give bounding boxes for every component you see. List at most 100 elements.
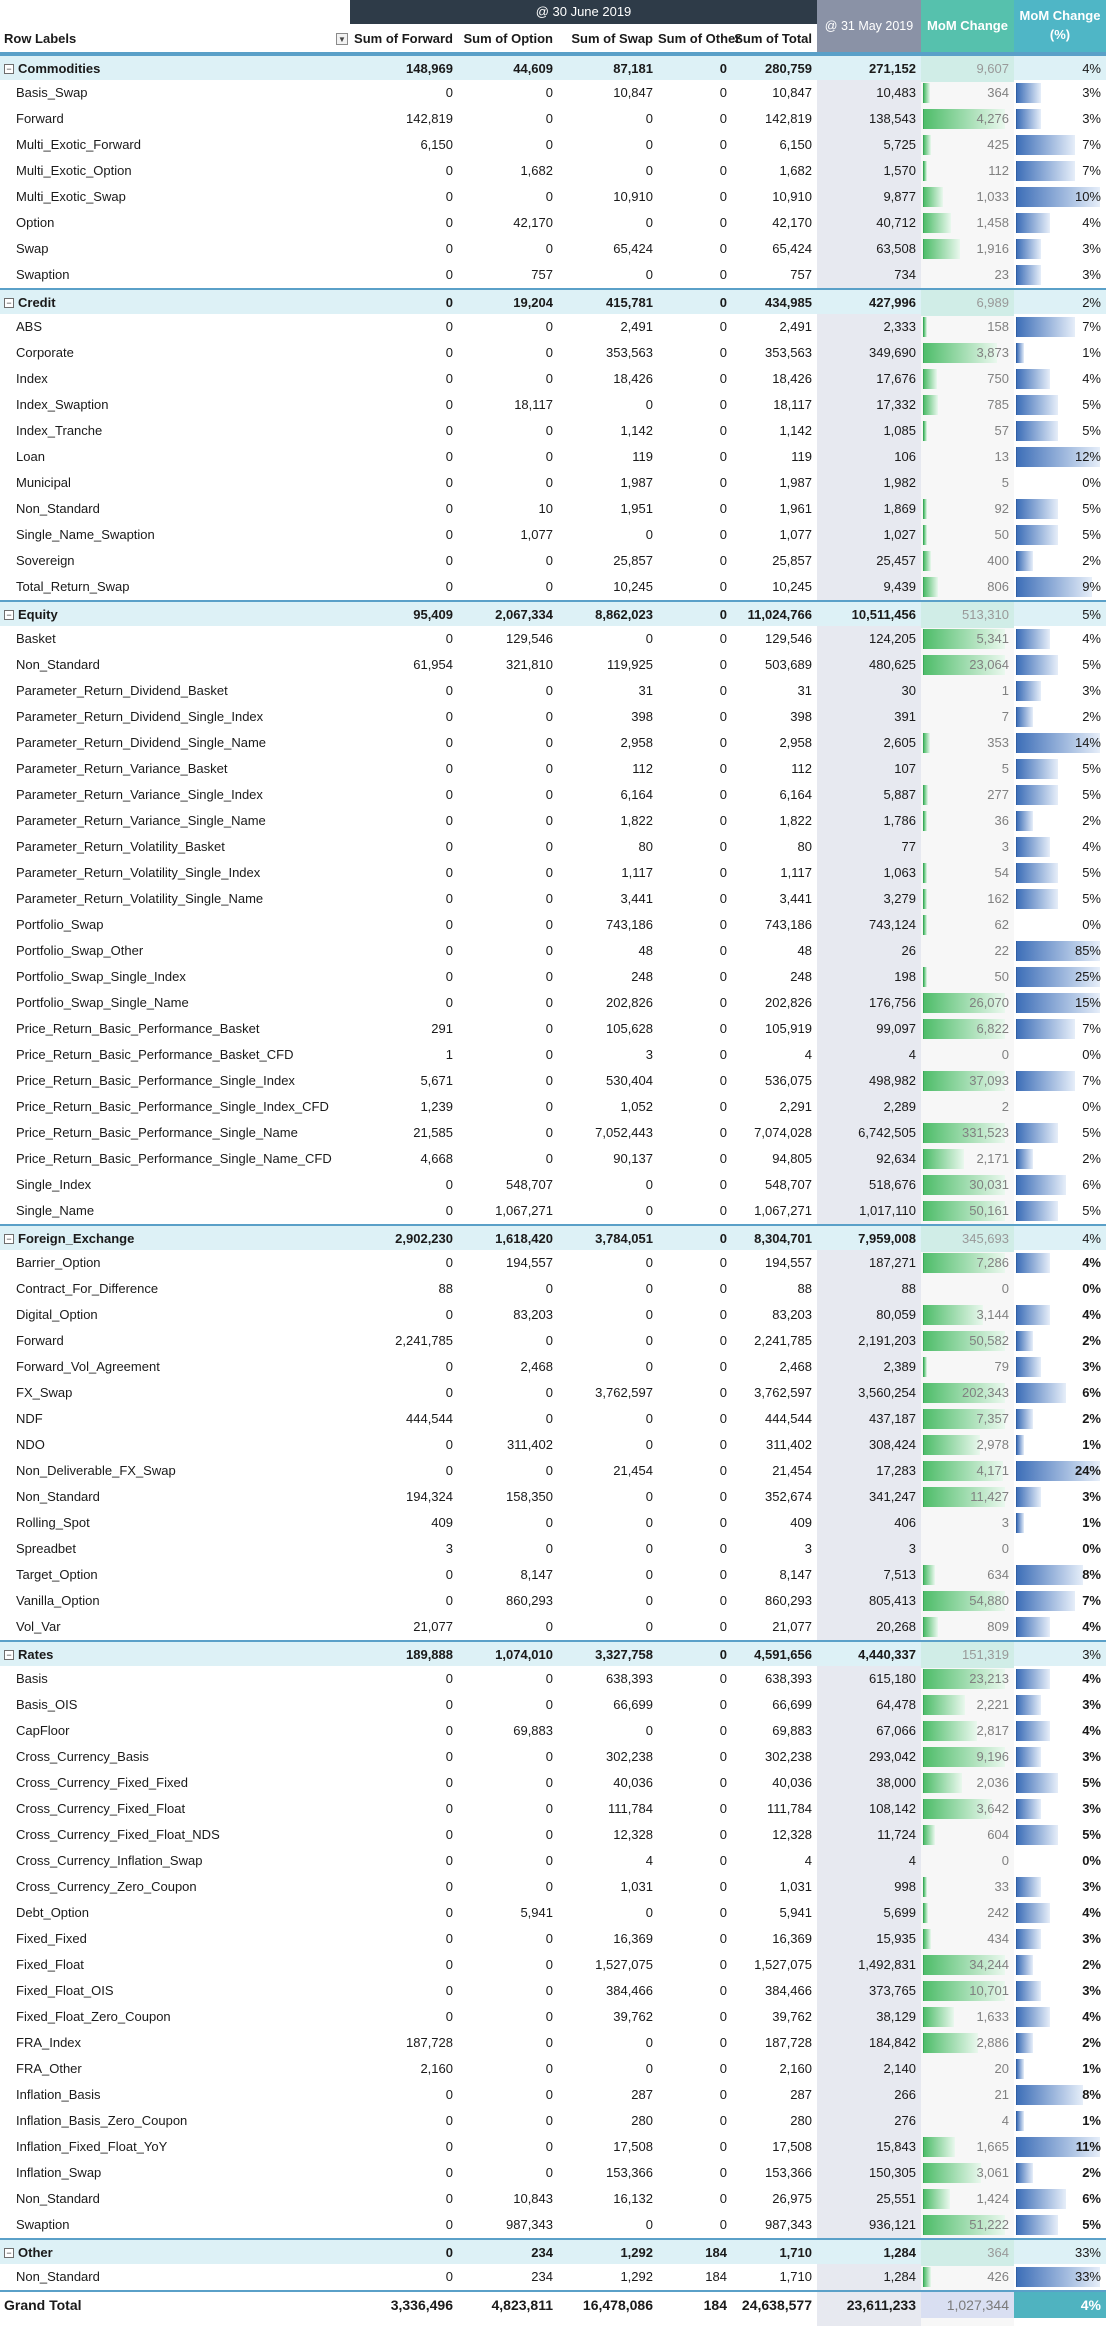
table-row[interactable]: Single_Index 0 548,707 0 0 548,707 518,676 30,0… — [0, 1172, 1106, 1198]
table-row[interactable]: Cross_Currency_Fixed_Float 0 0 111,784 0 111,… — [0, 1796, 1106, 1822]
table-row[interactable]: Forward 142,819 0 0 0 142,819 138,543 4,276 3% — [0, 106, 1106, 132]
group-row[interactable]: − Credit 0 19,204 415,781 0 434,985 427,996 6,98… — [0, 288, 1106, 316]
table-row[interactable]: NDO 0 311,402 0 0 311,402 308,424 2,978 1% — [0, 1432, 1106, 1458]
table-row[interactable]: Portfolio_Swap_Other 0 0 48 0 48 26 22 85% — [0, 938, 1106, 964]
table-row[interactable]: Swaption 0 757 0 0 757 734 23 3% — [0, 262, 1106, 288]
table-row[interactable]: Fixed_Float_OIS 0 0 384,466 0 384,466 373,765 1… — [0, 1978, 1106, 2004]
minus-box-icon[interactable]: − — [4, 1234, 14, 1244]
table-row[interactable]: Basis_Swap 0 0 10,847 0 10,847 10,483 364 3% — [0, 80, 1106, 106]
table-row[interactable]: ABS 0 0 2,491 0 2,491 2,333 158 7% — [0, 314, 1106, 340]
table-row[interactable]: Non_Deliverable_FX_Swap 0 0 21,454 0 21,454 17… — [0, 1458, 1106, 1484]
table-row[interactable]: Parameter_Return_Volatility_Basket 0 0 80 0 8… — [0, 834, 1106, 860]
table-row[interactable]: Cross_Currency_Zero_Coupon 0 0 1,031 0 1,031 9… — [0, 1874, 1106, 1900]
table-row[interactable]: Spreadbet 3 0 0 0 3 3 0 0% — [0, 1536, 1106, 1562]
table-row[interactable]: Sovereign 0 0 25,857 0 25,857 25,457 400 2% — [0, 548, 1106, 574]
col-sum-other[interactable]: Sum of Other — [658, 31, 741, 46]
minus-box-icon[interactable]: − — [4, 2248, 14, 2258]
table-row[interactable]: Price_Return_Basic_Performance_Single_In… — [0, 1068, 1106, 1094]
table-row[interactable]: Price_Return_Basic_Performance_Single_In… — [0, 1094, 1106, 1120]
table-row[interactable]: Portfolio_Swap 0 0 743,186 0 743,186 743,124 62… — [0, 912, 1106, 938]
table-row[interactable]: Cross_Currency_Fixed_Float_NDS 0 0 12,328 0 1… — [0, 1822, 1106, 1848]
may-header[interactable]: @ 31 May 2019 — [817, 0, 921, 52]
table-row[interactable]: Portfolio_Swap_Single_Name 0 0 202,826 0 202,… — [0, 990, 1106, 1016]
minus-box-icon[interactable]: − — [4, 64, 14, 74]
table-row[interactable]: Swap 0 0 65,424 0 65,424 63,508 1,916 3% — [0, 236, 1106, 262]
table-row[interactable]: Basket 0 129,546 0 0 129,546 124,205 5,341 4% — [0, 626, 1106, 652]
mom-change-pct-header[interactable]: MoM Change (%) — [1014, 0, 1106, 52]
table-row[interactable]: Municipal 0 0 1,987 0 1,987 1,982 5 0% — [0, 470, 1106, 496]
table-row[interactable]: Price_Return_Basic_Performance_Basket_CF… — [0, 1042, 1106, 1068]
table-row[interactable]: Digital_Option 0 83,203 0 0 83,203 80,059 3,144… — [0, 1302, 1106, 1328]
table-row[interactable]: FRA_Other 2,160 0 0 0 2,160 2,140 20 1% — [0, 2056, 1106, 2082]
table-row[interactable]: Price_Return_Basic_Performance_Basket 291… — [0, 1016, 1106, 1042]
table-row[interactable]: FX_Swap 0 0 3,762,597 0 3,762,597 3,560,254 202… — [0, 1380, 1106, 1406]
table-row[interactable]: Parameter_Return_Volatility_Single_Name 0… — [0, 886, 1106, 912]
grand-total-row[interactable]: Grand Total 3,336,496 4,823,811 16,478,086 1… — [0, 2290, 1106, 2318]
group-row[interactable]: − Other 0 234 1,292 184 1,710 1,284 364 33% — [0, 2238, 1106, 2266]
table-row[interactable]: Parameter_Return_Dividend_Single_Index 0 0… — [0, 704, 1106, 730]
table-row[interactable]: Target_Option 0 8,147 0 0 8,147 7,513 634 8% — [0, 1562, 1106, 1588]
group-row[interactable]: − Commodities 148,969 44,609 87,181 0 280,759 2… — [0, 54, 1106, 82]
minus-box-icon[interactable]: − — [4, 298, 14, 308]
group-row[interactable]: − Rates 189,888 1,074,010 3,327,758 0 4,591,65… — [0, 1640, 1106, 1668]
col-sum-total[interactable]: Sum of Total — [734, 31, 812, 46]
table-row[interactable]: Inflation_Swap 0 0 153,366 0 153,366 150,305 3,… — [0, 2160, 1106, 2186]
table-row[interactable]: Multi_Exotic_Option 0 1,682 0 0 1,682 1,570 112… — [0, 158, 1106, 184]
col-sum-option[interactable]: Sum of Option — [463, 31, 553, 46]
table-row[interactable]: Rolling_Spot 409 0 0 0 409 406 3 1% — [0, 1510, 1106, 1536]
table-row[interactable]: Index_Swaption 0 18,117 0 0 18,117 17,332 785 5% — [0, 392, 1106, 418]
table-row[interactable]: Price_Return_Basic_Performance_Single_Na… — [0, 1146, 1106, 1172]
table-row[interactable]: Inflation_Fixed_Float_YoY 0 0 17,508 0 17,508… — [0, 2134, 1106, 2160]
table-row[interactable]: Contract_For_Difference 88 0 0 0 88 88 0 0% — [0, 1276, 1106, 1302]
table-row[interactable]: Single_Name_Swaption 0 1,077 0 0 1,077 1,027 50… — [0, 522, 1106, 548]
minus-box-icon[interactable]: − — [4, 610, 14, 620]
table-row[interactable]: Total_Return_Swap 0 0 10,245 0 10,245 9,439 806… — [0, 574, 1106, 600]
table-row[interactable]: Multi_Exotic_Forward 6,150 0 0 0 6,150 5,725 42… — [0, 132, 1106, 158]
table-row[interactable]: Barrier_Option 0 194,557 0 0 194,557 187,271 7,… — [0, 1250, 1106, 1276]
table-row[interactable]: Basis 0 0 638,393 0 638,393 615,180 23,213 4% — [0, 1666, 1106, 1692]
table-row[interactable]: Vanilla_Option 0 860,293 0 0 860,293 805,413 54… — [0, 1588, 1106, 1614]
table-row[interactable]: Non_Standard 0 10 1,951 0 1,961 1,869 92 5% — [0, 496, 1106, 522]
group-row[interactable]: − Equity 95,409 2,067,334 8,862,023 0 11,024,7… — [0, 600, 1106, 628]
table-row[interactable]: FRA_Index 187,728 0 0 0 187,728 184,842 2,886 2% — [0, 2030, 1106, 2056]
table-row[interactable]: Fixed_Float 0 0 1,527,075 0 1,527,075 1,492,83… — [0, 1952, 1106, 1978]
table-row[interactable]: Parameter_Return_Variance_Single_Name 0 0 1… — [0, 808, 1106, 834]
mom-change-header[interactable]: MoM Change — [921, 0, 1014, 52]
table-row[interactable]: Forward 2,241,785 0 0 0 2,241,785 2,191,203 50,… — [0, 1328, 1106, 1354]
table-row[interactable]: Parameter_Return_Variance_Single_Index 0 0… — [0, 782, 1106, 808]
table-row[interactable]: Non_Standard 61,954 321,810 119,925 0 503,689… — [0, 652, 1106, 678]
col-sum-swap[interactable]: Sum of Swap — [571, 31, 653, 46]
table-row[interactable]: CapFloor 0 69,883 0 0 69,883 67,066 2,817 4% — [0, 1718, 1106, 1744]
table-row[interactable]: Vol_Var 21,077 0 0 0 21,077 20,268 809 4% — [0, 1614, 1106, 1640]
table-row[interactable]: Parameter_Return_Dividend_Basket 0 0 31 0 31 3… — [0, 678, 1106, 704]
table-row[interactable]: Non_Standard 194,324 158,350 0 0 352,674 341,2… — [0, 1484, 1106, 1510]
table-row[interactable]: Parameter_Return_Dividend_Single_Name 0 0 2… — [0, 730, 1106, 756]
table-row[interactable]: Inflation_Basis 0 0 287 0 287 266 21 8% — [0, 2082, 1106, 2108]
table-row[interactable]: Price_Return_Basic_Performance_Single_Na… — [0, 1120, 1106, 1146]
row-labels-header[interactable]: Row Labels — [4, 31, 77, 46]
table-row[interactable]: Portfolio_Swap_Single_Index 0 0 248 0 248 198 5… — [0, 964, 1106, 990]
group-label[interactable]: − Equity — [0, 602, 350, 628]
table-row[interactable]: Option 0 42,170 0 0 42,170 40,712 1,458 4% — [0, 210, 1106, 236]
table-row[interactable]: Basis_OIS 0 0 66,699 0 66,699 64,478 2,221 3% — [0, 1692, 1106, 1718]
table-row[interactable]: Inflation_Basis_Zero_Coupon 0 0 280 0 280 276 4… — [0, 2108, 1106, 2134]
table-row[interactable]: Corporate 0 0 353,563 0 353,563 349,690 3,873 1% — [0, 340, 1106, 366]
group-row[interactable]: − Foreign_Exchange 2,902,230 1,618,420 3,784… — [0, 1224, 1106, 1252]
group-label[interactable]: − Other — [0, 2240, 350, 2266]
table-row[interactable]: Debt_Option 0 5,941 0 0 5,941 5,699 242 4% — [0, 1900, 1106, 1926]
table-row[interactable]: Cross_Currency_Basis 0 0 302,238 0 302,238 293… — [0, 1744, 1106, 1770]
table-row[interactable]: Multi_Exotic_Swap 0 0 10,910 0 10,910 9,877 1,0… — [0, 184, 1106, 210]
table-row[interactable]: Parameter_Return_Volatility_Single_Index… — [0, 860, 1106, 886]
table-row[interactable]: NDF 444,544 0 0 0 444,544 437,187 7,357 2% — [0, 1406, 1106, 1432]
group-label[interactable]: − Foreign_Exchange — [0, 1226, 350, 1252]
table-row[interactable]: Index_Tranche 0 0 1,142 0 1,142 1,085 57 5% — [0, 418, 1106, 444]
table-row[interactable]: Single_Name 0 1,067,271 0 0 1,067,271 1,017,11… — [0, 1198, 1106, 1224]
table-row[interactable]: Non_Standard 0 234 1,292 184 1,710 1,284 426 33% — [0, 2264, 1106, 2290]
col-sum-forward[interactable]: Sum of Forward — [354, 31, 453, 46]
table-row[interactable]: Non_Standard 0 10,843 16,132 0 26,975 25,551 1,… — [0, 2186, 1106, 2212]
group-label[interactable]: − Rates — [0, 1642, 350, 1668]
table-row[interactable]: Loan 0 0 119 0 119 106 13 12% — [0, 444, 1106, 470]
group-label[interactable]: − Commodities — [0, 56, 350, 82]
table-row[interactable]: Forward_Vol_Agreement 0 2,468 0 0 2,468 2,389 7… — [0, 1354, 1106, 1380]
table-row[interactable]: Cross_Currency_Fixed_Fixed 0 0 40,036 0 40,03… — [0, 1770, 1106, 1796]
